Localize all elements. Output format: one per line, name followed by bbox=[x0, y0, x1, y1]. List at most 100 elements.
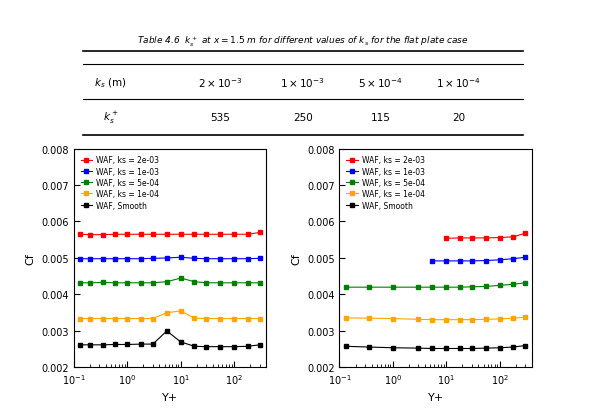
Line: WAF, Smooth: WAF, Smooth bbox=[344, 344, 527, 350]
Text: $2 \times 10^{-3}$: $2 \times 10^{-3}$ bbox=[198, 76, 243, 90]
Line: WAF, ks = 1e-03: WAF, ks = 1e-03 bbox=[78, 256, 261, 261]
WAF, ks = 1e-04 bbox=[163, 311, 170, 316]
WAF, ks = 2e-03 bbox=[99, 233, 106, 237]
WAF, Smooth bbox=[217, 344, 224, 349]
WAF, Smooth bbox=[191, 344, 198, 349]
WAF, Smooth bbox=[456, 346, 463, 351]
Text: Table 4.6  $k_s^+$ at $x = 1.5$ m for different values of $k_s$ for the flat pla: Table 4.6 $k_s^+$ at $x = 1.5$ m for dif… bbox=[137, 35, 469, 49]
Legend: WAF, ks = 2e-03, WAF, ks = 1e-03, WAF, ks = 5e-04, WAF, ks = 1e-04, WAF, Smooth: WAF, ks = 2e-03, WAF, ks = 1e-03, WAF, k… bbox=[343, 153, 428, 213]
WAF, ks = 5e-04 bbox=[137, 281, 144, 286]
WAF, ks = 2e-03 bbox=[112, 232, 119, 237]
WAF, ks = 1e-03 bbox=[244, 256, 251, 261]
WAF, ks = 1e-04 bbox=[177, 309, 184, 313]
WAF, ks = 1e-04 bbox=[522, 315, 529, 320]
WAF, Smooth bbox=[177, 339, 184, 344]
WAF, ks = 1e-03 bbox=[468, 259, 475, 264]
WAF, ks = 2e-03 bbox=[468, 236, 475, 241]
WAF, ks = 2e-03 bbox=[217, 232, 224, 237]
Legend: WAF, ks = 2e-03, WAF, ks = 1e-03, WAF, ks = 5e-04, WAF, ks = 1e-04, WAF, Smooth: WAF, ks = 2e-03, WAF, ks = 1e-03, WAF, k… bbox=[77, 153, 162, 213]
Text: 535: 535 bbox=[210, 113, 230, 123]
WAF, Smooth bbox=[150, 342, 157, 347]
WAF, ks = 1e-04 bbox=[510, 316, 517, 321]
WAF, ks = 2e-03 bbox=[244, 232, 251, 237]
WAF, ks = 1e-03 bbox=[522, 255, 529, 260]
WAF, ks = 5e-04 bbox=[468, 285, 475, 290]
WAF, ks = 1e-04 bbox=[150, 316, 157, 321]
WAF, ks = 1e-04 bbox=[415, 317, 422, 322]
WAF, ks = 5e-04 bbox=[415, 285, 422, 290]
WAF, ks = 1e-03 bbox=[230, 256, 238, 261]
WAF, ks = 1e-03 bbox=[99, 256, 106, 261]
WAF, ks = 1e-04 bbox=[99, 316, 106, 321]
WAF, ks = 1e-03 bbox=[112, 256, 119, 261]
WAF, ks = 2e-03 bbox=[522, 231, 529, 236]
WAF, ks = 2e-03 bbox=[191, 232, 198, 237]
Line: WAF, ks = 1e-04: WAF, ks = 1e-04 bbox=[344, 316, 527, 322]
WAF, ks = 1e-03 bbox=[256, 256, 263, 261]
WAF, ks = 1e-04 bbox=[230, 316, 238, 321]
WAF, ks = 2e-03 bbox=[510, 235, 517, 240]
WAF, ks = 5e-04 bbox=[217, 281, 224, 286]
WAF, ks = 2e-03 bbox=[456, 236, 463, 241]
WAF, ks = 5e-04 bbox=[99, 280, 106, 285]
WAF, ks = 1e-03 bbox=[137, 256, 144, 261]
WAF, ks = 5e-04 bbox=[124, 281, 131, 286]
WAF, ks = 5e-04 bbox=[86, 281, 93, 286]
WAF, ks = 1e-03 bbox=[191, 256, 198, 261]
WAF, ks = 2e-03 bbox=[150, 232, 157, 237]
Line: WAF, ks = 2e-03: WAF, ks = 2e-03 bbox=[78, 231, 261, 237]
WAF, ks = 2e-03 bbox=[443, 236, 450, 241]
WAF, Smooth bbox=[389, 345, 397, 350]
WAF, ks = 2e-03 bbox=[256, 230, 263, 235]
WAF, ks = 1e-04 bbox=[365, 316, 372, 321]
WAF, ks = 5e-04 bbox=[230, 281, 238, 286]
WAF, ks = 1e-03 bbox=[124, 256, 131, 261]
WAF, ks = 1e-03 bbox=[482, 259, 489, 263]
WAF, ks = 1e-04 bbox=[76, 316, 83, 321]
WAF, ks = 5e-04 bbox=[365, 285, 372, 290]
Line: WAF, ks = 1e-03: WAF, ks = 1e-03 bbox=[431, 256, 527, 263]
Text: $1 \times 10^{-4}$: $1 \times 10^{-4}$ bbox=[436, 76, 481, 90]
WAF, Smooth bbox=[112, 342, 119, 347]
WAF, ks = 2e-03 bbox=[76, 232, 83, 237]
WAF, ks = 1e-04 bbox=[244, 316, 251, 321]
WAF, ks = 1e-04 bbox=[256, 316, 263, 321]
WAF, ks = 5e-04 bbox=[244, 281, 251, 286]
WAF, ks = 1e-03 bbox=[429, 259, 436, 264]
Line: WAF, ks = 5e-04: WAF, ks = 5e-04 bbox=[78, 277, 261, 285]
WAF, ks = 1e-04 bbox=[191, 316, 198, 321]
WAF, Smooth bbox=[99, 342, 106, 347]
WAF, ks = 2e-03 bbox=[482, 236, 489, 241]
WAF, ks = 2e-03 bbox=[124, 232, 131, 237]
WAF, ks = 5e-04 bbox=[443, 285, 450, 290]
WAF, ks = 1e-03 bbox=[86, 256, 93, 261]
WAF, Smooth bbox=[86, 342, 93, 347]
WAF, ks = 2e-03 bbox=[203, 232, 210, 237]
WAF, ks = 5e-04 bbox=[163, 280, 170, 285]
WAF, ks = 5e-04 bbox=[256, 281, 263, 286]
WAF, ks = 1e-04 bbox=[217, 316, 224, 321]
WAF, Smooth bbox=[244, 344, 251, 349]
WAF, ks = 1e-03 bbox=[76, 256, 83, 261]
WAF, ks = 5e-04 bbox=[482, 284, 489, 289]
WAF, ks = 5e-04 bbox=[456, 285, 463, 290]
WAF, Smooth bbox=[443, 346, 450, 351]
WAF, ks = 5e-04 bbox=[112, 281, 119, 286]
Y-axis label: Cf: Cf bbox=[26, 252, 36, 264]
Text: 115: 115 bbox=[371, 113, 391, 123]
WAF, Smooth bbox=[365, 345, 372, 350]
Line: WAF, ks = 2e-03: WAF, ks = 2e-03 bbox=[444, 232, 527, 240]
WAF, ks = 5e-04 bbox=[389, 285, 397, 290]
WAF, Smooth bbox=[496, 345, 504, 350]
Text: $1 \times 10^{-3}$: $1 \times 10^{-3}$ bbox=[281, 76, 325, 90]
WAF, Smooth bbox=[230, 344, 238, 349]
WAF, ks = 1e-04 bbox=[482, 317, 489, 322]
Line: WAF, Smooth: WAF, Smooth bbox=[78, 330, 261, 349]
Text: 250: 250 bbox=[293, 113, 313, 123]
WAF, ks = 1e-04 bbox=[86, 316, 93, 321]
WAF, Smooth bbox=[482, 346, 489, 351]
WAF, ks = 5e-04 bbox=[177, 276, 184, 281]
WAF, ks = 2e-03 bbox=[86, 233, 93, 237]
WAF, ks = 1e-04 bbox=[429, 318, 436, 323]
WAF, ks = 1e-03 bbox=[496, 258, 504, 263]
